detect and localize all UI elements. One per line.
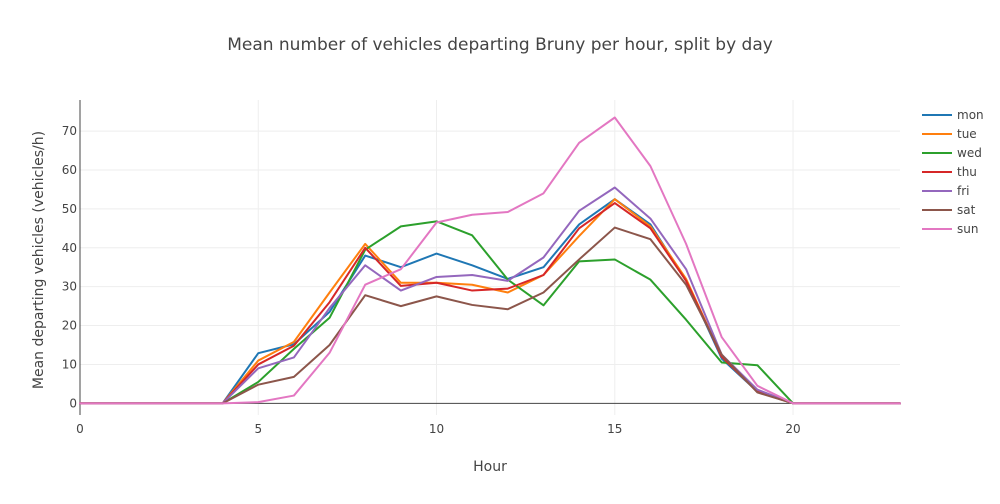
legend-item-tue[interactable]: tue xyxy=(922,127,977,141)
y-tick-label: 20 xyxy=(62,319,77,333)
x-tick-label: 0 xyxy=(76,422,84,436)
y-tick-label: 50 xyxy=(62,202,77,216)
x-tick-label: 15 xyxy=(607,422,622,436)
grid-layer xyxy=(80,100,900,415)
y-tick-label: 70 xyxy=(62,124,77,138)
chart-title: Mean number of vehicles departing Bruny … xyxy=(227,35,773,55)
y-tick-label: 30 xyxy=(62,280,77,294)
legend-label: fri xyxy=(957,184,970,198)
series-line-sat xyxy=(79,226,901,405)
x-tick-label: 5 xyxy=(254,422,262,436)
y-tick-label: 60 xyxy=(62,163,77,177)
series-line-fri xyxy=(79,186,901,405)
legend-label: tue xyxy=(957,127,977,141)
legend-label: sat xyxy=(957,203,976,217)
legend[interactable]: mon tue wed thu fri sat sun xyxy=(922,108,984,236)
legend-label: wed xyxy=(957,146,982,160)
legend-item-wed[interactable]: wed xyxy=(922,146,982,160)
legend-label: sun xyxy=(957,222,978,236)
series-line-wed xyxy=(79,220,901,405)
y-axis-title: Mean departing vehicles (vehicles/h) xyxy=(31,131,47,389)
series-line-mon xyxy=(79,198,901,405)
legend-item-sun[interactable]: sun xyxy=(922,222,978,236)
y-tick-labels: 0 10 20 30 40 50 60 70 xyxy=(62,124,77,410)
x-tick-label: 20 xyxy=(785,422,800,436)
legend-label: mon xyxy=(957,108,984,122)
x-axis-title: Hour xyxy=(473,459,507,475)
legend-item-fri[interactable]: fri xyxy=(922,184,970,198)
y-tick-label: 10 xyxy=(62,357,77,371)
series-line-tue xyxy=(79,198,901,405)
y-tick-label: 40 xyxy=(62,241,77,255)
legend-item-sat[interactable]: sat xyxy=(922,203,976,217)
x-tick-labels: 0 5 10 15 20 xyxy=(76,422,801,436)
series-line-thu xyxy=(79,202,901,405)
x-tick-label: 10 xyxy=(429,422,444,436)
y-tick-label: 0 xyxy=(69,396,77,410)
legend-label: thu xyxy=(957,165,977,179)
series-line-sun xyxy=(79,116,901,405)
legend-item-thu[interactable]: thu xyxy=(922,165,977,179)
legend-item-mon[interactable]: mon xyxy=(922,108,984,122)
series-layer xyxy=(79,116,901,405)
